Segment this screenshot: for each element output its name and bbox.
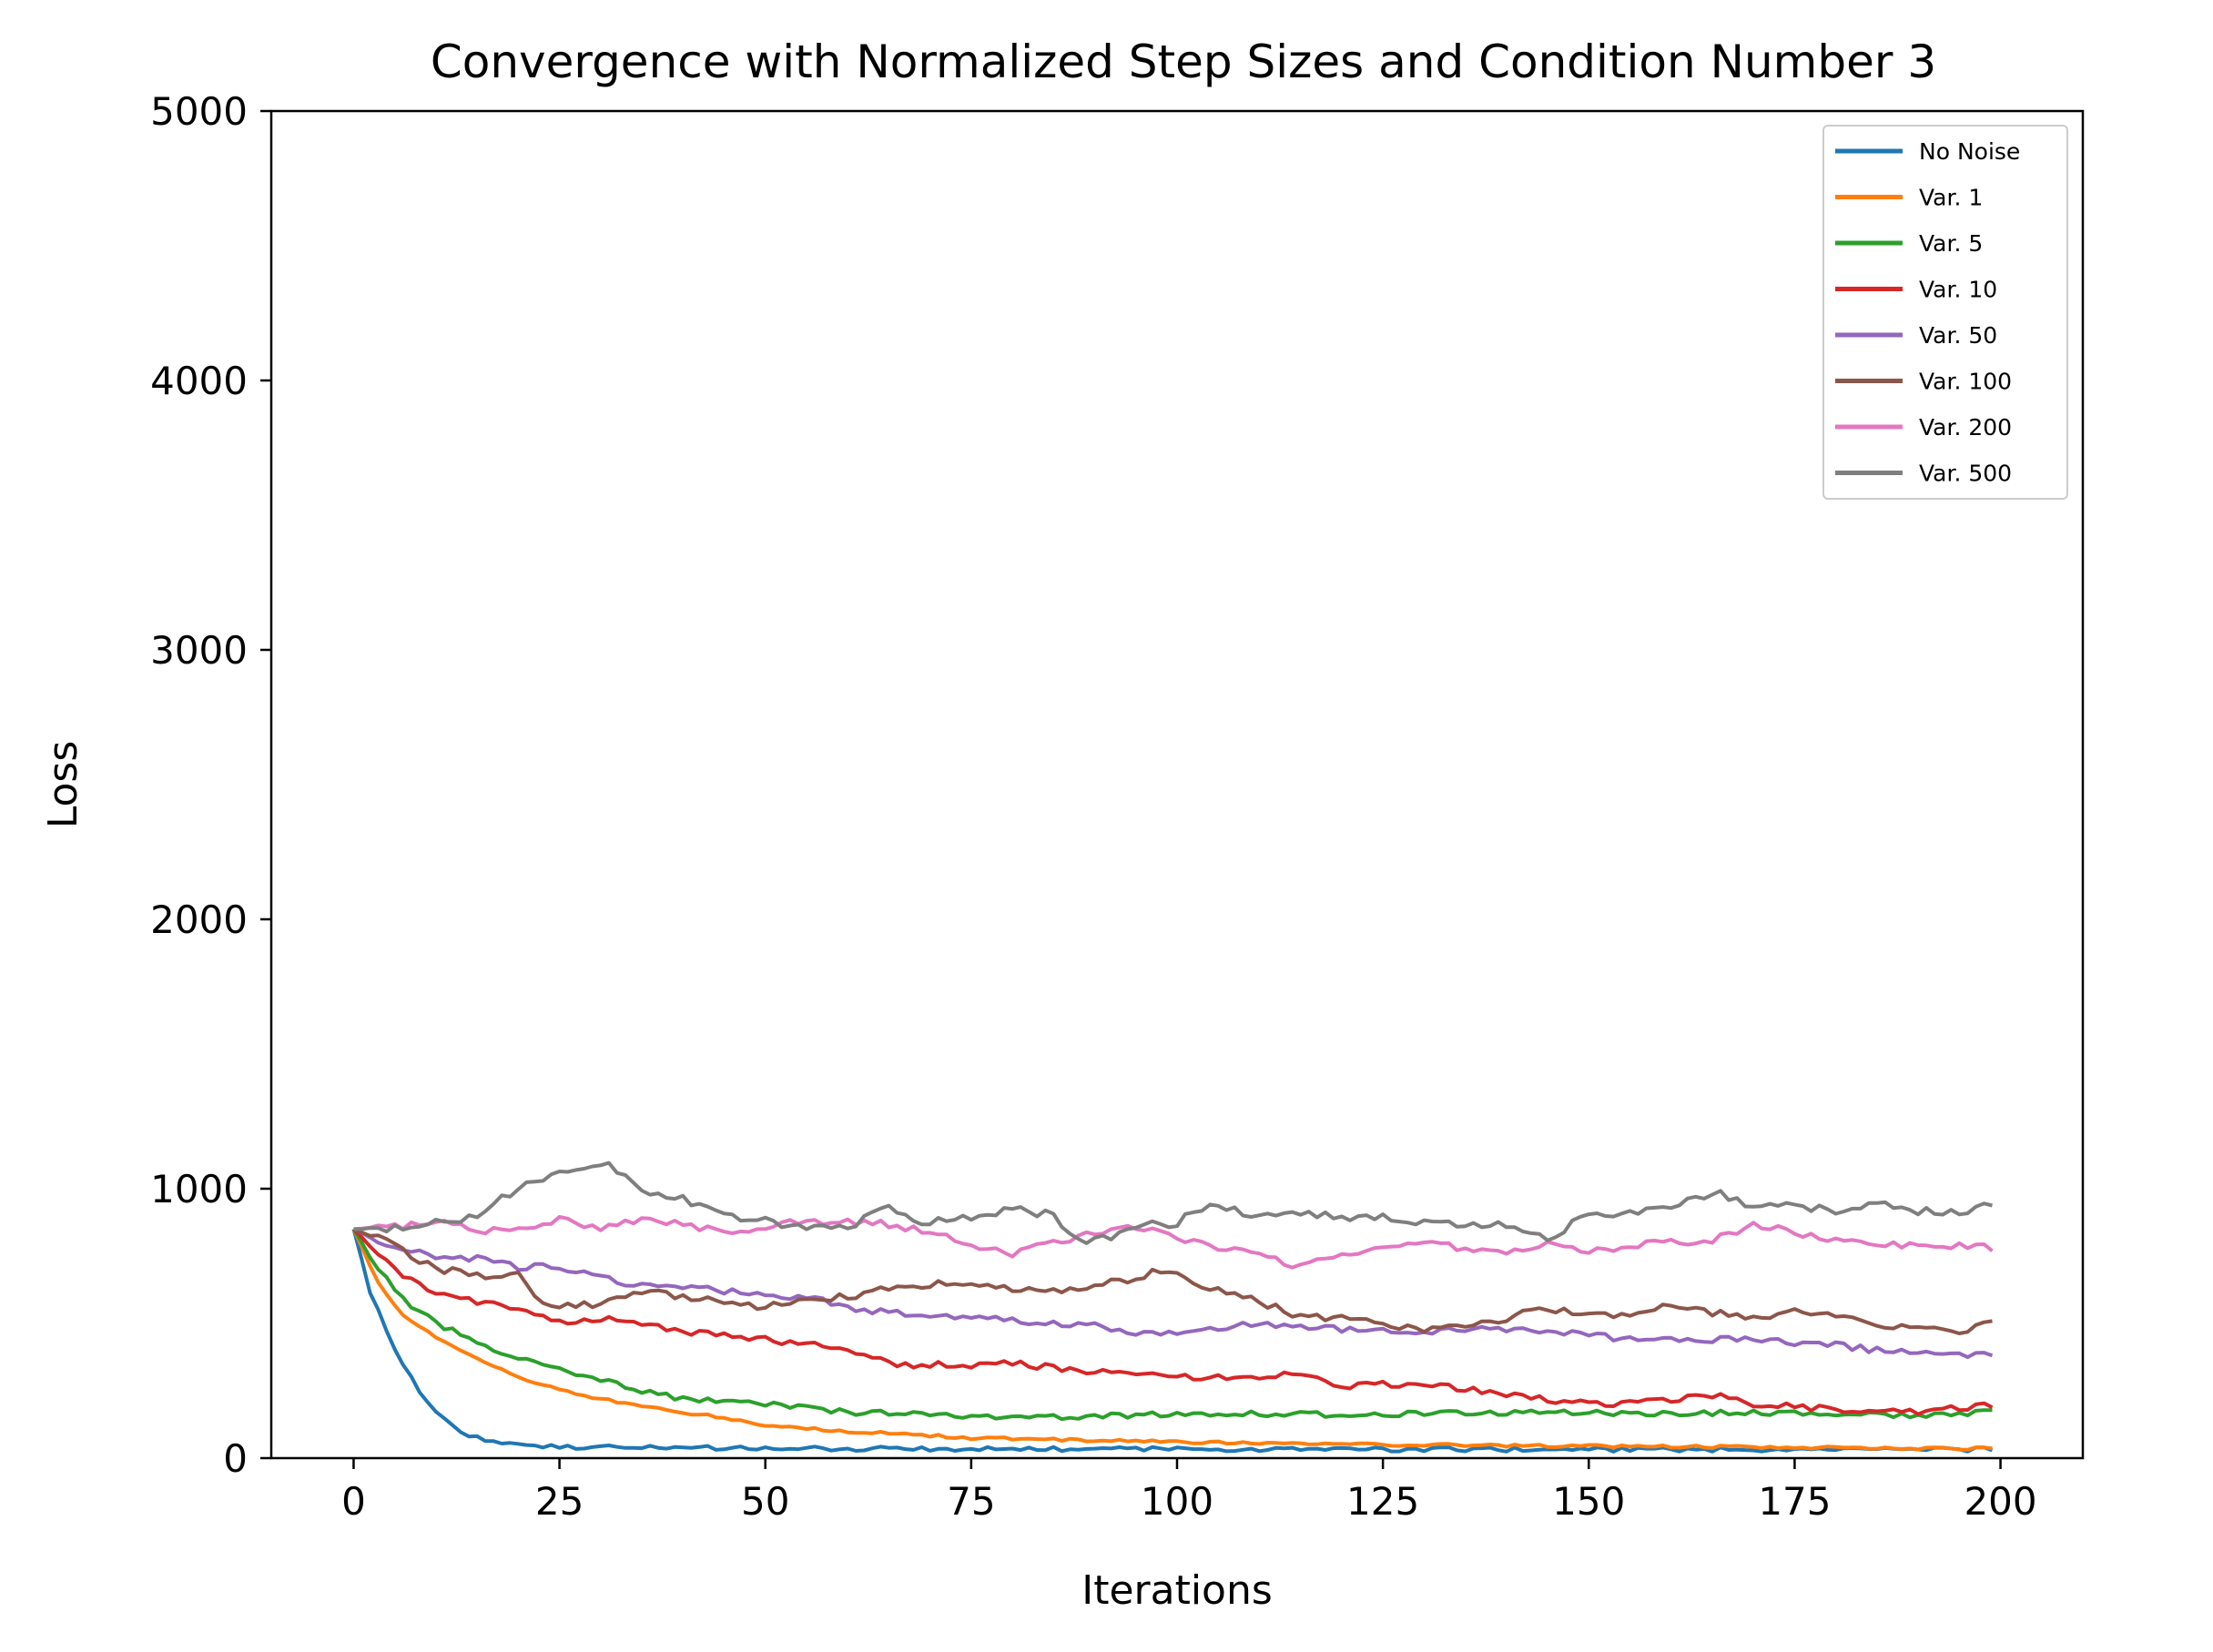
- x-tick-label: 200: [1964, 1479, 2036, 1524]
- x-axis-ticks: 0 25 50 75 100 125 150 175 200: [341, 1458, 2037, 1524]
- legend-entries: No Noise Var. 1 Var. 5 Var. 10 Var. 50 Var. 1…: [1835, 138, 2020, 487]
- series-line-no-noise: [351, 1228, 1994, 1454]
- series-line-var-5: [351, 1228, 1993, 1422]
- legend-label: Var. 5: [1919, 230, 1983, 257]
- series-line-var-100: [352, 1227, 1993, 1335]
- y-tick-label: 0: [223, 1436, 248, 1481]
- series-line-var-500: [353, 1160, 1993, 1245]
- y-axis-ticks: 0 1000 2000 3000 4000 5000: [150, 89, 271, 1481]
- chart-title: Convergence with Normalized Step Sizes a…: [431, 35, 1936, 88]
- x-tick-label: 75: [947, 1479, 995, 1524]
- y-tick-label: 5000: [150, 89, 248, 134]
- legend: No Noise Var. 1 Var. 5 Var. 10 Var. 50 Var. 1…: [1822, 125, 2068, 500]
- y-tick-label: 3000: [150, 628, 248, 673]
- legend-label: No Noise: [1919, 138, 2020, 165]
- legend-label: Var. 10: [1919, 277, 1997, 303]
- series-line-var-50: [352, 1227, 1994, 1360]
- x-axis-label: Iterations: [1081, 1567, 1273, 1614]
- series-line-var-1: [351, 1228, 1993, 1452]
- legend-label: Var. 1: [1919, 185, 1983, 211]
- series-line-var-10: [352, 1227, 1994, 1416]
- x-tick-label: 100: [1141, 1479, 1213, 1524]
- series-lines: [351, 1160, 1994, 1454]
- legend-label: Var. 50: [1919, 322, 1997, 349]
- x-tick-label: 150: [1552, 1479, 1625, 1524]
- y-axis-label: Loss: [40, 741, 86, 829]
- legend-label: Var. 200: [1919, 414, 2012, 441]
- x-tick-label: 0: [341, 1479, 366, 1524]
- x-tick-label: 25: [535, 1479, 584, 1524]
- y-tick-label: 2000: [150, 897, 248, 942]
- x-tick-label: 50: [741, 1479, 789, 1524]
- x-tick-label: 125: [1346, 1479, 1419, 1524]
- legend-label: Var. 100: [1919, 369, 2012, 395]
- y-tick-label: 1000: [150, 1167, 248, 1211]
- x-tick-label: 175: [1758, 1479, 1831, 1524]
- series-line-var-200: [353, 1214, 1994, 1270]
- y-tick-label: 4000: [150, 359, 248, 403]
- legend-label: Var. 500: [1919, 461, 2012, 487]
- legend-box: [1822, 125, 2068, 500]
